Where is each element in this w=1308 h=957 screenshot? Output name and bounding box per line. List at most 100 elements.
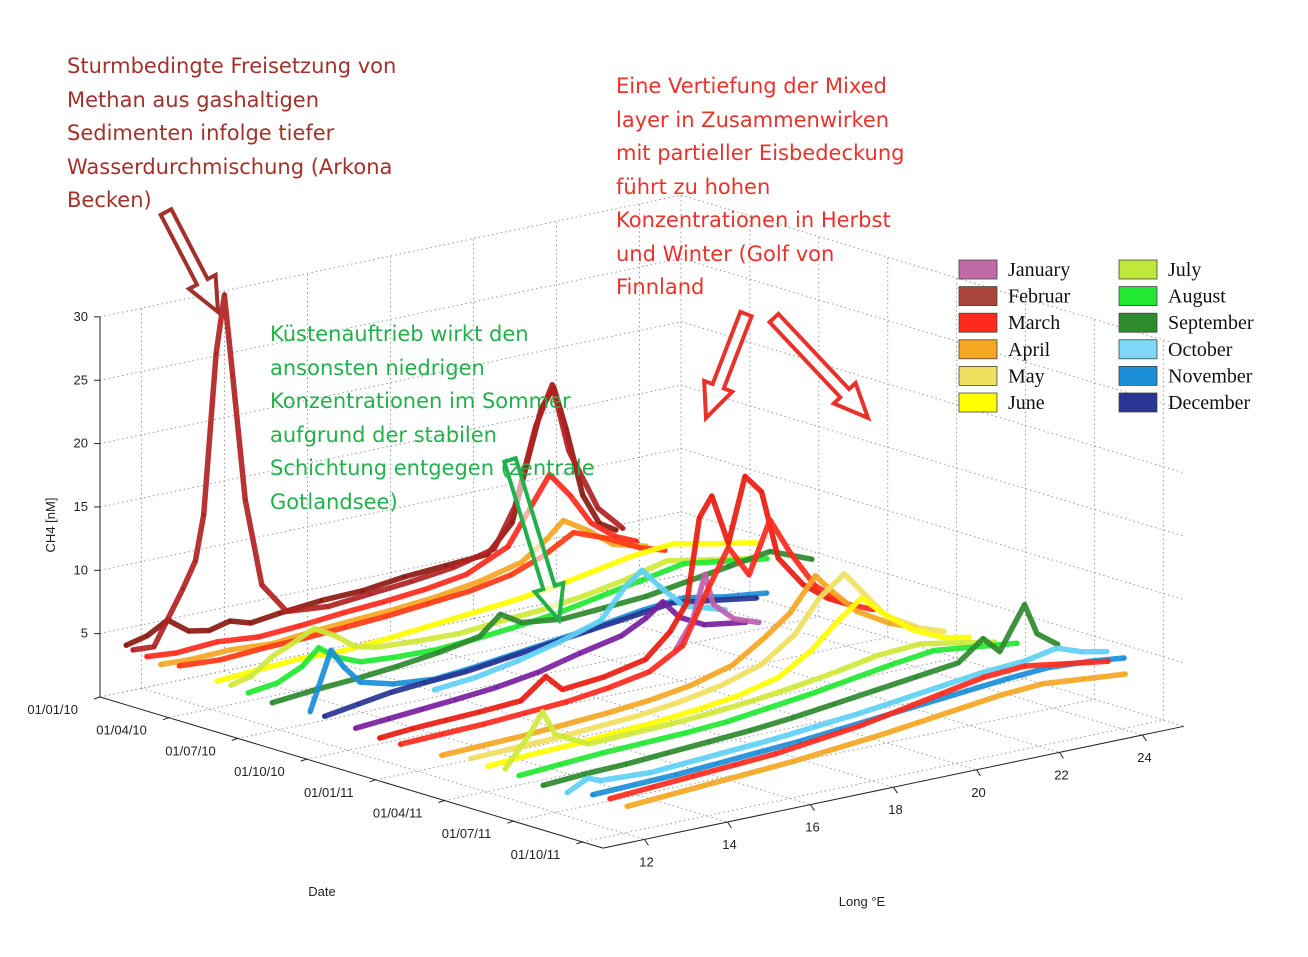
data-point bbox=[967, 635, 972, 640]
legend-label: September bbox=[1168, 312, 1254, 334]
legend: January Februar March April May June July Augus… bbox=[958, 259, 1254, 414]
data-point bbox=[598, 618, 603, 623]
data-point bbox=[602, 675, 606, 679]
data-point bbox=[705, 588, 710, 592]
data-point bbox=[776, 556, 780, 560]
data-point bbox=[674, 773, 678, 777]
data-point bbox=[634, 539, 639, 544]
data-point bbox=[605, 536, 609, 541]
data-point bbox=[361, 588, 365, 593]
data-point bbox=[275, 681, 280, 685]
series-line bbox=[377, 473, 856, 741]
data-point bbox=[553, 732, 557, 737]
data-point bbox=[625, 804, 629, 809]
long-tick-label: 24 bbox=[1137, 750, 1151, 765]
data-point bbox=[395, 664, 399, 669]
annotation-line: Finnland bbox=[616, 275, 705, 299]
data-point bbox=[801, 582, 805, 587]
data-point bbox=[510, 746, 515, 751]
data-point bbox=[593, 725, 598, 730]
data-point bbox=[897, 698, 902, 702]
data-point bbox=[708, 782, 712, 786]
data-point bbox=[683, 731, 687, 735]
data-point bbox=[422, 681, 427, 685]
data-point bbox=[340, 611, 344, 615]
data-point bbox=[623, 578, 627, 582]
data-point bbox=[420, 707, 424, 711]
annotation-line: Schichtung entgegen (zentrale bbox=[270, 456, 595, 480]
data-point bbox=[628, 732, 632, 736]
long-tick-label: 14 bbox=[722, 837, 736, 852]
legend-swatch bbox=[958, 392, 998, 413]
data-point bbox=[644, 594, 648, 599]
data-point bbox=[358, 660, 363, 664]
annotation-line: Konzentrationen im Sommer bbox=[270, 389, 571, 413]
data-point bbox=[411, 726, 415, 731]
data-point bbox=[641, 741, 646, 745]
data-point bbox=[343, 625, 348, 630]
data-point bbox=[710, 494, 714, 498]
data-point bbox=[457, 631, 462, 636]
grid-line bbox=[141, 687, 645, 840]
data-point bbox=[661, 599, 665, 604]
data-point bbox=[436, 594, 441, 598]
data-point bbox=[671, 600, 676, 605]
date-tick-label: 01/04/11 bbox=[373, 806, 423, 821]
data-point bbox=[880, 610, 885, 615]
data-point bbox=[540, 608, 544, 612]
data-point bbox=[207, 628, 211, 633]
data-point bbox=[558, 762, 563, 767]
annotation-line: ansonsten niedrigen bbox=[270, 355, 485, 380]
long-tick-mark bbox=[893, 786, 898, 794]
data-point bbox=[201, 513, 206, 517]
data-point bbox=[857, 724, 861, 728]
annotation-line: Sturmbedingte Freisetzung von bbox=[67, 54, 397, 78]
data-point bbox=[647, 669, 652, 674]
data-point bbox=[395, 606, 400, 611]
data-point bbox=[541, 783, 545, 788]
data-point bbox=[474, 675, 478, 679]
grid-line bbox=[680, 257, 1185, 411]
data-point bbox=[614, 528, 618, 532]
data-point bbox=[815, 738, 820, 742]
date-tick-label: 01/07/10 bbox=[165, 743, 216, 758]
data-point bbox=[478, 634, 482, 639]
legend-label: Februar bbox=[1008, 286, 1071, 308]
data-point bbox=[527, 753, 532, 757]
data-point bbox=[495, 685, 499, 689]
data-point bbox=[544, 537, 549, 542]
data-point bbox=[436, 650, 441, 655]
data-point bbox=[888, 621, 892, 626]
data-point bbox=[623, 584, 628, 589]
legend-label: March bbox=[1008, 312, 1060, 334]
legend-swatch bbox=[1118, 339, 1158, 360]
long-tick-mark bbox=[1142, 734, 1147, 742]
data-point bbox=[341, 664, 346, 669]
data-point bbox=[228, 619, 232, 623]
long-tick-mark bbox=[976, 769, 981, 777]
date-tick-mark bbox=[438, 800, 445, 803]
data-point bbox=[898, 708, 903, 712]
data-point bbox=[571, 530, 576, 535]
data-point bbox=[440, 732, 444, 736]
z-tick-label: 30 bbox=[74, 309, 88, 324]
data-point bbox=[735, 694, 739, 699]
data-point bbox=[214, 352, 218, 356]
long-tick-label: 22 bbox=[1054, 767, 1068, 782]
data-point bbox=[1015, 641, 1019, 646]
data-point bbox=[298, 656, 303, 661]
data-point bbox=[964, 689, 969, 693]
arrow-gotland bbox=[501, 455, 566, 625]
data-point bbox=[440, 753, 444, 758]
data-point bbox=[608, 796, 612, 801]
data-point bbox=[409, 579, 414, 584]
data-point bbox=[644, 616, 648, 620]
data-point bbox=[754, 540, 759, 545]
data-point bbox=[810, 557, 814, 561]
legend-swatch bbox=[1118, 259, 1158, 280]
data-point bbox=[939, 684, 943, 689]
legend-swatch bbox=[1118, 392, 1158, 413]
data-point bbox=[145, 634, 149, 638]
date-tick-mark bbox=[162, 717, 170, 721]
data-point bbox=[682, 561, 686, 566]
